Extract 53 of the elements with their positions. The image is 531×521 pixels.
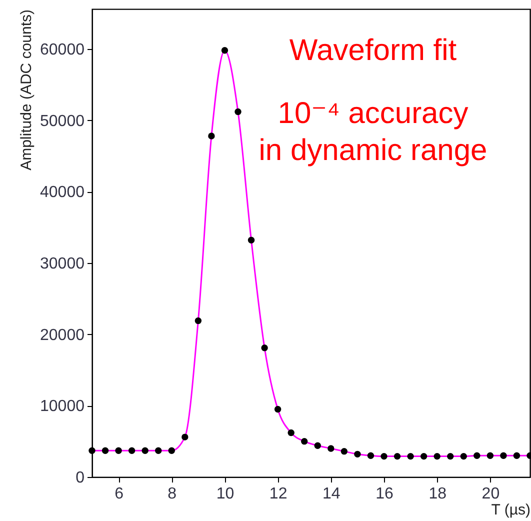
point <box>208 132 215 140</box>
point <box>102 447 109 454</box>
y-tick-label: 20000 <box>40 326 85 344</box>
point <box>248 236 255 244</box>
point <box>88 447 96 454</box>
point <box>182 434 188 440</box>
point <box>142 447 148 454</box>
y-axis-title: Amplitude (ADC counts) <box>18 10 36 170</box>
point <box>234 108 242 116</box>
point <box>340 448 348 455</box>
point <box>500 452 507 459</box>
point <box>474 452 480 459</box>
point <box>447 452 454 460</box>
point <box>288 429 294 436</box>
point <box>420 452 428 460</box>
point <box>194 317 202 324</box>
point <box>221 47 228 54</box>
point <box>380 452 388 460</box>
y-tick-label: 30000 <box>40 255 85 272</box>
x-tick-label: 18 <box>428 486 447 502</box>
point <box>168 447 175 454</box>
point <box>407 452 414 460</box>
point <box>513 452 520 459</box>
point <box>155 447 162 454</box>
point <box>115 447 122 454</box>
annotation: in dynamic range <box>258 134 488 167</box>
point <box>301 438 308 445</box>
point <box>354 450 361 458</box>
x-axis-title: T (µs) <box>491 502 530 518</box>
x-tick-label: 12 <box>269 486 288 502</box>
point <box>328 445 334 452</box>
y-tick-label: 0 <box>76 470 85 486</box>
y-tick-label: 60000 <box>40 41 85 58</box>
point <box>367 452 374 459</box>
point <box>128 447 136 454</box>
y-tick-label: 10000 <box>40 398 85 416</box>
x-tick-label: 10 <box>216 486 234 502</box>
x-tick-label: 16 <box>376 486 394 502</box>
y-tick-label: 50000 <box>40 112 85 130</box>
x-tick-label: 6 <box>114 486 124 502</box>
point <box>460 452 467 460</box>
point <box>394 452 401 460</box>
point <box>261 344 268 352</box>
point <box>314 442 321 449</box>
y-tick-label: 40000 <box>40 184 85 202</box>
point <box>486 452 494 459</box>
annotation: Waveform fit <box>289 34 458 67</box>
annotation: 10⁻⁴ accuracy <box>278 97 468 130</box>
x-tick-label: 8 <box>168 486 177 502</box>
x-tick-label: 14 <box>322 486 340 502</box>
point <box>274 406 282 413</box>
x-tick-label: 20 <box>482 486 500 502</box>
point <box>434 452 440 460</box>
